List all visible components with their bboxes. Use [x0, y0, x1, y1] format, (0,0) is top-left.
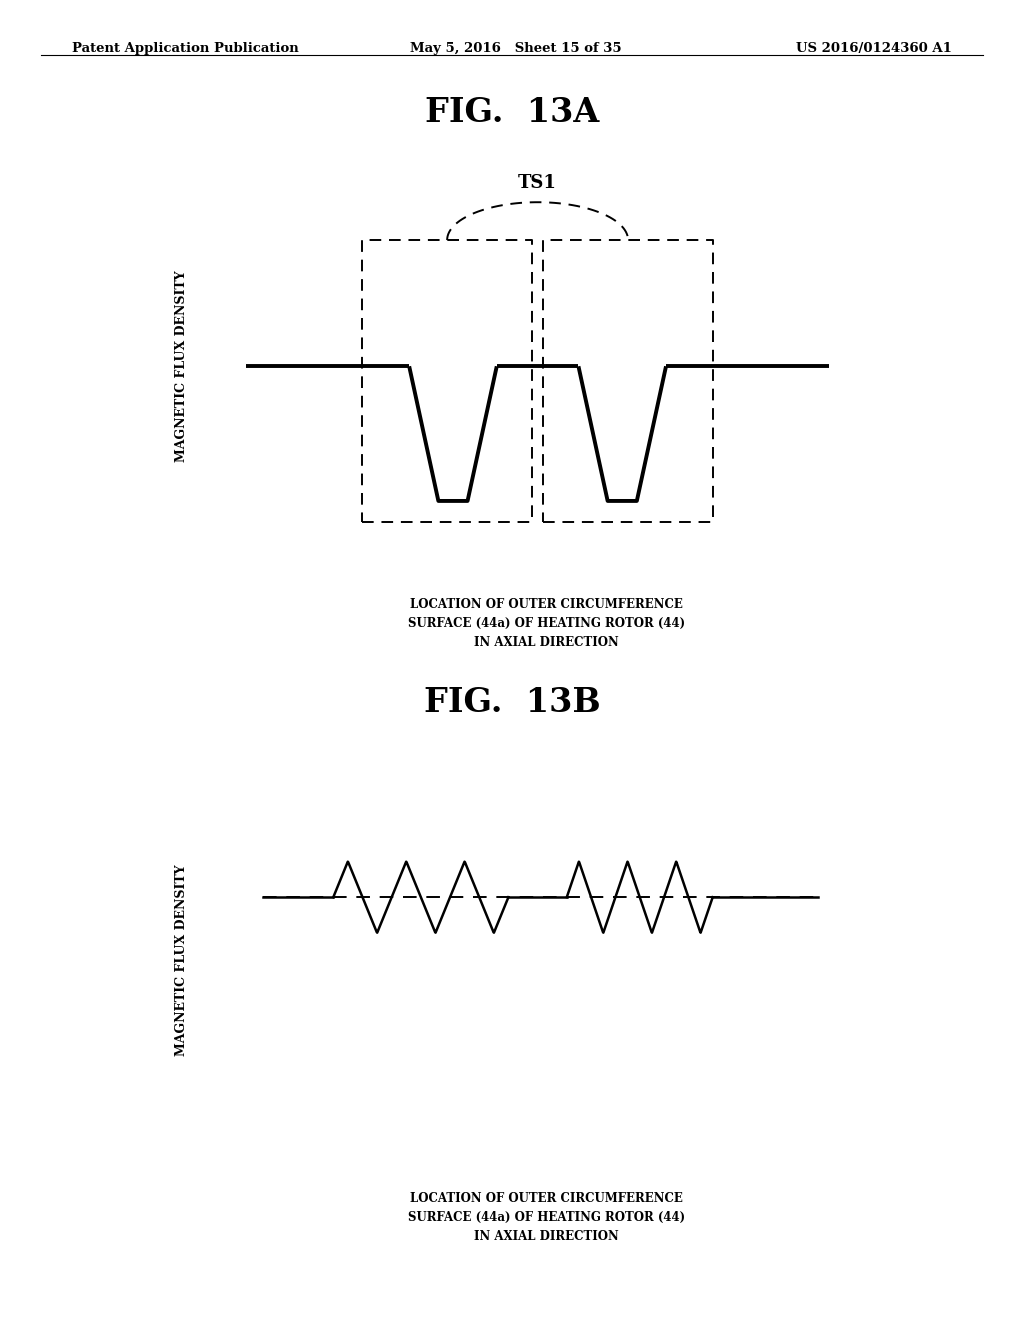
Text: TS1: TS1 — [518, 174, 557, 191]
Text: LOCATION OF OUTER CIRCUMFERENCE
SURFACE (44a) OF HEATING ROTOR (44)
IN AXIAL DIR: LOCATION OF OUTER CIRCUMFERENCE SURFACE … — [408, 598, 685, 648]
Text: MAGNETIC FLUX DENSITY: MAGNETIC FLUX DENSITY — [175, 271, 188, 462]
Text: LOCATION OF OUTER CIRCUMFERENCE
SURFACE (44a) OF HEATING ROTOR (44)
IN AXIAL DIR: LOCATION OF OUTER CIRCUMFERENCE SURFACE … — [408, 1192, 685, 1242]
Text: US 2016/0124360 A1: US 2016/0124360 A1 — [797, 42, 952, 55]
Text: Patent Application Publication: Patent Application Publication — [72, 42, 298, 55]
Text: FIG.  13A: FIG. 13A — [425, 96, 599, 129]
Text: May 5, 2016   Sheet 15 of 35: May 5, 2016 Sheet 15 of 35 — [410, 42, 622, 55]
Text: FIG.  13B: FIG. 13B — [424, 686, 600, 718]
Text: MAGNETIC FLUX DENSITY: MAGNETIC FLUX DENSITY — [175, 865, 188, 1056]
